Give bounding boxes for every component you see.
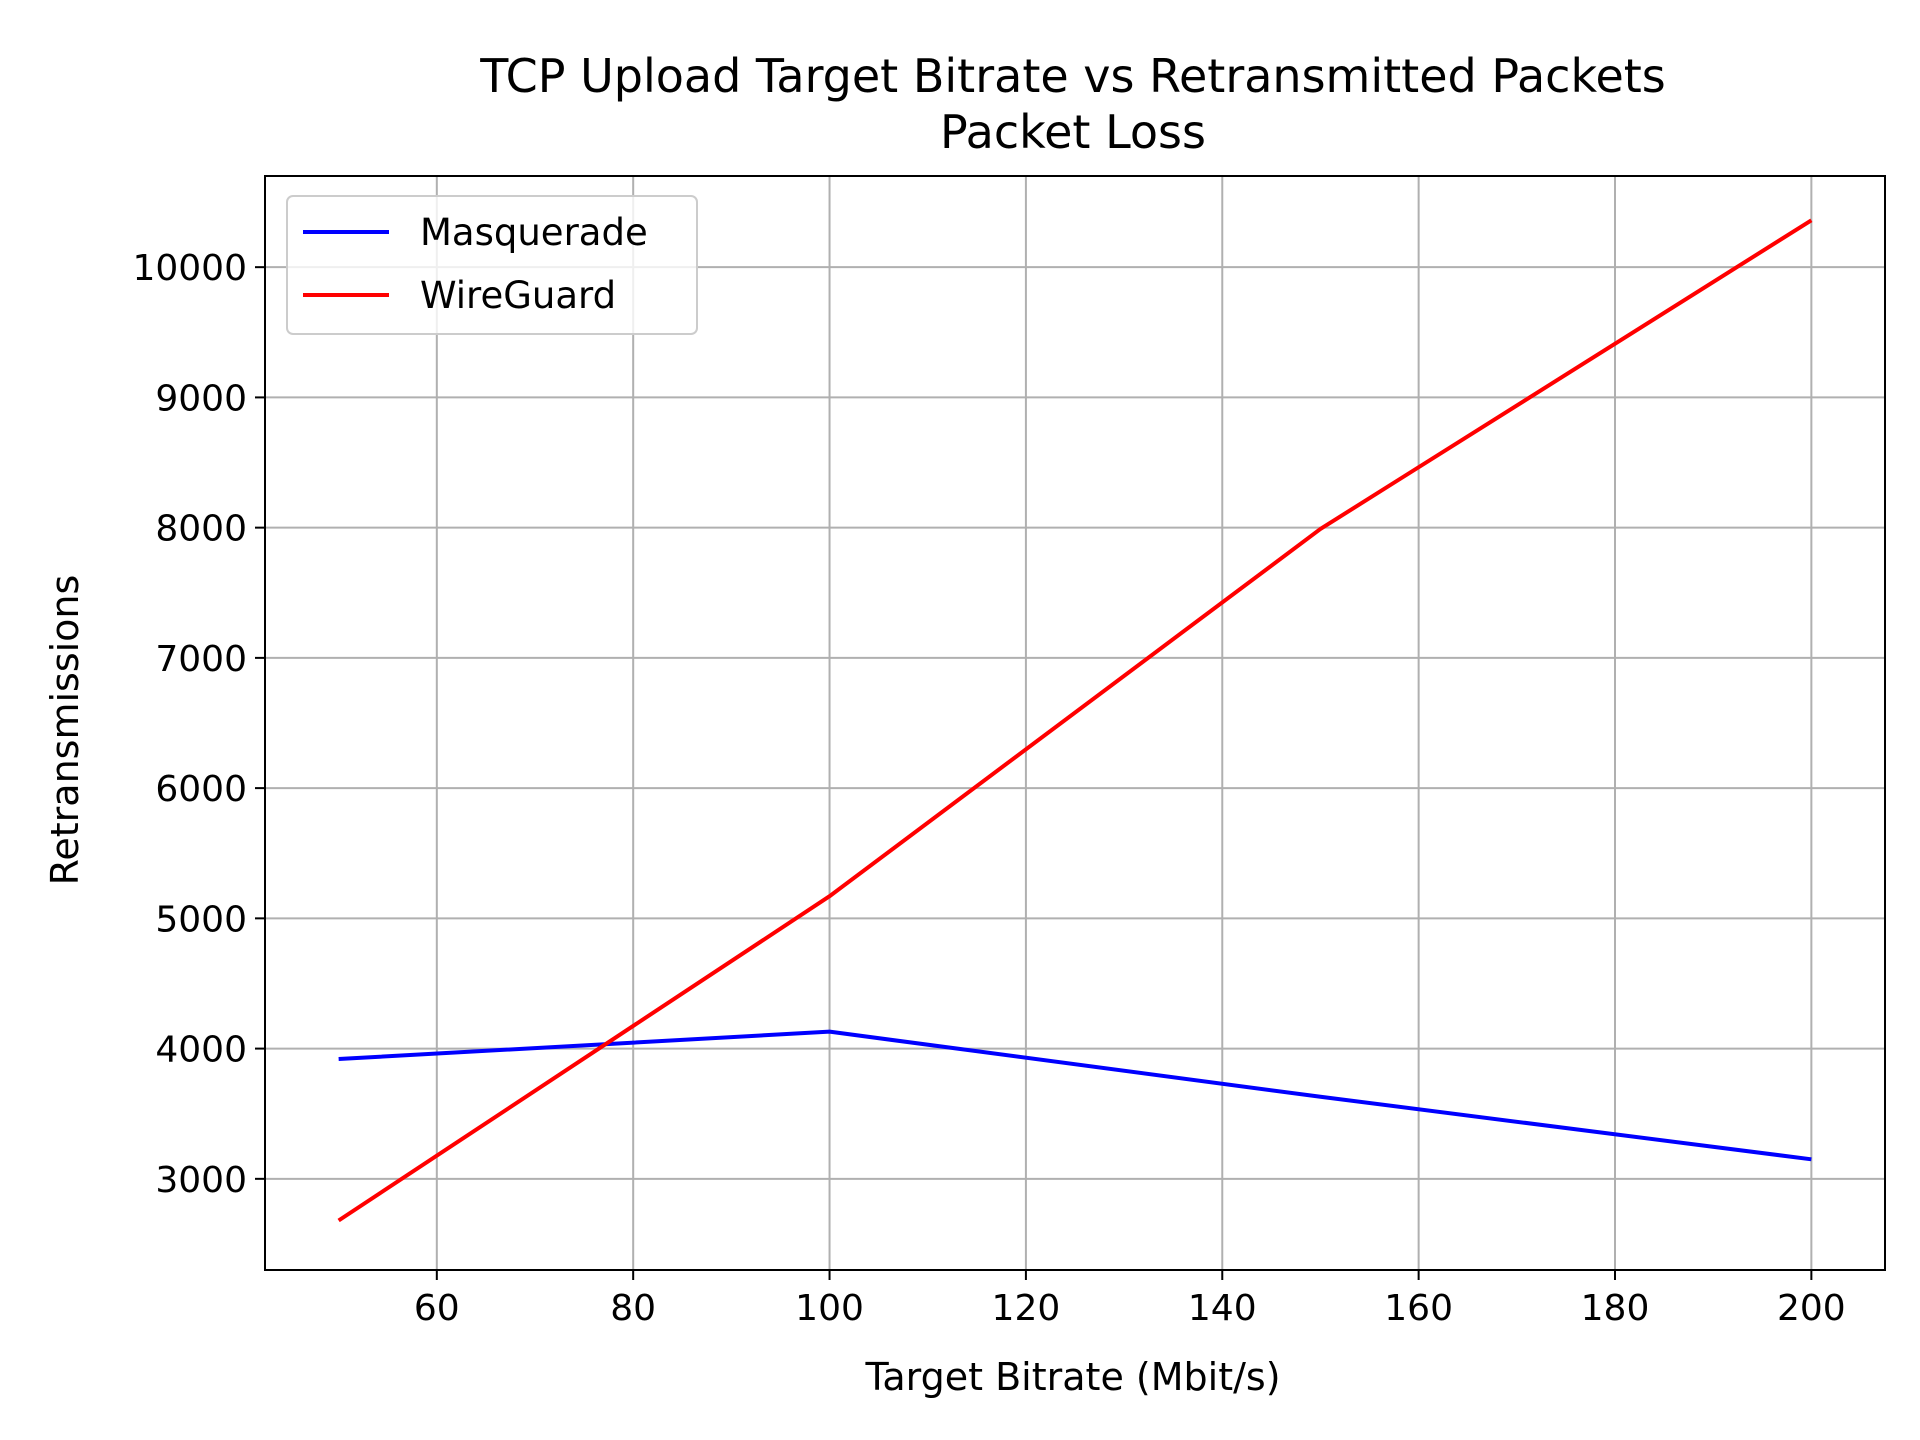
x-axis-label: Target Bitrate (Mbit/s) xyxy=(864,1355,1280,1399)
grid xyxy=(265,176,1885,1270)
y-tick-label: 3000 xyxy=(155,1160,247,1201)
legend-entry-label: WireGuard xyxy=(420,274,616,317)
y-tick-label: 8000 xyxy=(155,509,247,550)
chart-title: TCP Upload Target Bitrate vs Retransmitt… xyxy=(479,49,1666,103)
legend: Masquerade WireGuard xyxy=(286,195,698,335)
chart-subtitle: Packet Loss xyxy=(940,105,1206,159)
plot-area-frame xyxy=(264,175,1886,1271)
series-lines xyxy=(337,218,1813,1223)
y-tick-label: 7000 xyxy=(155,639,247,680)
y-axis-label: Retransmissions xyxy=(43,575,87,886)
x-tick-label: 100 xyxy=(795,1288,864,1329)
x-tick-label: 80 xyxy=(610,1288,656,1329)
series-line-wireguard xyxy=(337,218,1813,1223)
x-tick-label: 140 xyxy=(1188,1288,1257,1329)
x-tick-label: 180 xyxy=(1581,1288,1650,1329)
y-tick-label: 9000 xyxy=(155,378,247,419)
y-tick-label: 4000 xyxy=(155,1030,247,1071)
legend-entry-label: Masquerade xyxy=(420,211,648,254)
axis-ticks: 60 80 100 120 140 160 180 200 3000 4000 5000 6000 70… xyxy=(132,248,1845,1329)
x-tick-label: 60 xyxy=(414,1288,460,1329)
y-tick-label: 10000 xyxy=(132,248,247,289)
x-tick-label: 200 xyxy=(1777,1288,1846,1329)
legend-box xyxy=(286,195,698,335)
y-tick-label: 6000 xyxy=(155,769,247,810)
x-tick-label: 120 xyxy=(992,1288,1061,1329)
series-line-masquerade xyxy=(338,1029,1812,1162)
x-tick-label: 160 xyxy=(1384,1288,1453,1329)
y-tick-label: 5000 xyxy=(155,899,247,940)
